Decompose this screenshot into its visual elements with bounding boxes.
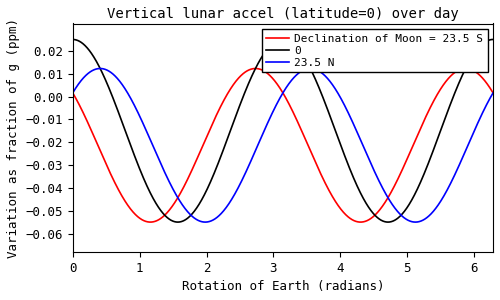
0 xyxy=(231,119,237,122)
Declination of Moon = 23.5 S xyxy=(482,79,488,83)
0 xyxy=(70,38,75,41)
Line: 23.5 N: 23.5 N xyxy=(72,68,493,222)
23.5 N xyxy=(437,201,443,204)
23.5 N xyxy=(118,81,124,84)
0 xyxy=(436,131,442,135)
Declination of Moon = 23.5 S xyxy=(437,88,443,92)
23.5 N xyxy=(70,91,75,95)
23.5 N xyxy=(308,67,314,70)
0 xyxy=(175,220,181,224)
0 xyxy=(482,40,488,44)
23.5 N xyxy=(231,194,237,197)
Declination of Moon = 23.5 S xyxy=(118,192,124,196)
Title: Vertical lunar accel (latitude=0) over day: Vertical lunar accel (latitude=0) over d… xyxy=(107,7,459,21)
Declination of Moon = 23.5 S xyxy=(252,67,258,70)
Declination of Moon = 23.5 S xyxy=(250,67,256,70)
23.5 N xyxy=(490,91,496,95)
Line: Declination of Moon = 23.5 S: Declination of Moon = 23.5 S xyxy=(72,68,493,222)
0 xyxy=(250,73,256,77)
Y-axis label: Variation as fraction of g (ppm): Variation as fraction of g (ppm) xyxy=(7,18,20,258)
X-axis label: Rotation of Earth (radians): Rotation of Earth (radians) xyxy=(182,280,384,293)
Line: 0: 0 xyxy=(72,40,493,222)
Declination of Moon = 23.5 S xyxy=(70,91,75,95)
Declination of Moon = 23.5 S xyxy=(142,220,148,223)
23.5 N xyxy=(249,156,255,160)
0 xyxy=(118,116,124,120)
Declination of Moon = 23.5 S xyxy=(148,220,154,224)
Declination of Moon = 23.5 S xyxy=(231,82,237,85)
23.5 N xyxy=(482,106,488,110)
Declination of Moon = 23.5 S xyxy=(490,91,496,95)
23.5 N xyxy=(142,127,148,131)
Legend: Declination of Moon = 23.5 S, 0, 23.5 N: Declination of Moon = 23.5 S, 0, 23.5 N xyxy=(262,29,488,72)
23.5 N xyxy=(412,220,418,224)
0 xyxy=(490,38,496,41)
0 xyxy=(142,181,148,185)
